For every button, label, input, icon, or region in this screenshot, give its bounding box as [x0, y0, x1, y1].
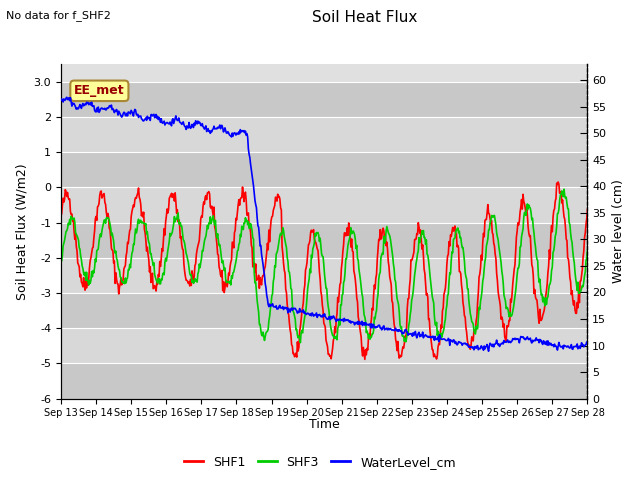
Y-axis label: Soil Heat Flux (W/m2): Soil Heat Flux (W/m2): [15, 163, 28, 300]
Bar: [61, 117, 588, 152]
Bar: [61, 187, 588, 223]
X-axis label: Time: Time: [309, 419, 340, 432]
Text: EE_met: EE_met: [74, 84, 125, 97]
Bar: [61, 152, 588, 187]
Bar: [61, 82, 588, 117]
Legend: SHF1, SHF3, WaterLevel_cm: SHF1, SHF3, WaterLevel_cm: [179, 451, 461, 474]
Y-axis label: Water level (cm): Water level (cm): [612, 180, 625, 283]
Bar: [61, 293, 588, 328]
Bar: [61, 363, 588, 399]
Bar: [61, 223, 588, 258]
Bar: [61, 328, 588, 363]
Bar: [61, 258, 588, 293]
Text: No data for f_SHF2: No data for f_SHF2: [6, 10, 111, 21]
Text: Soil Heat Flux: Soil Heat Flux: [312, 10, 417, 24]
